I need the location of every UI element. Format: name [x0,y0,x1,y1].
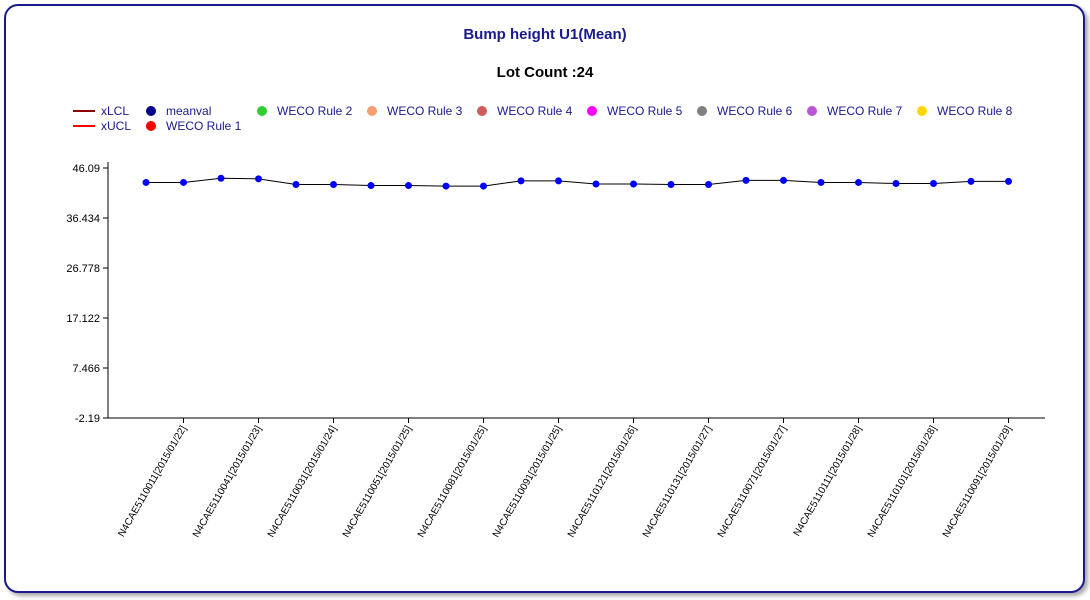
chart-panel [4,4,1085,593]
meanval-point [292,181,300,189]
meanval-point [255,175,262,183]
legend-item-weco-rule-8: WECO Rule 8 [917,104,1012,118]
legend-label: WECO Rule 4 [497,104,573,118]
x-tick-label: N4CAE5110031[2015/01/24] [266,424,339,540]
meanval-point [555,177,562,185]
meanval-point [930,179,937,187]
legend-swatch [146,106,156,116]
meanval-point [480,182,487,190]
y-tick-label: 7.466 [72,363,100,375]
meanval-point [517,177,525,185]
legend-item-weco-rule-7: WECO Rule 7 [807,104,902,118]
legend-item-weco-rule-2: WECO Rule 2 [257,104,352,118]
x-tick-label: N4CAE5110071[2015/01/27] [716,424,789,540]
legend-label: meanval [166,104,212,118]
meanval-point [330,181,337,189]
legend-swatch [146,121,156,131]
meanval-line [146,177,1009,187]
x-tick-label: N4CAE5110101[2015/01/28] [866,424,939,540]
legend-swatch [477,106,487,116]
meanval-point [667,181,675,189]
meanval-point [442,182,450,190]
legend-swatch [917,106,927,116]
x-tick-label: N4CAE5110041[2015/01/23] [191,424,264,540]
x-tick-label: N4CAE5110131[2015/01/27] [641,424,714,540]
meanval-point [892,179,900,187]
legend-label: WECO Rule 5 [607,104,683,118]
legend-swatch [807,106,817,116]
meanval-point [1005,177,1012,185]
legend-label: WECO Rule 8 [937,104,1013,118]
y-tick-label: 17.122 [66,313,100,325]
meanval-point [817,178,825,186]
legend-item-weco-rule-1: WECO Rule 1 [146,119,241,133]
meanval-point [592,180,600,188]
meanval-point [742,176,750,184]
x-tick-label: N4CAE5110111[2015/01/28] [792,424,864,539]
legend-item-weco-rule-4: WECO Rule 4 [477,104,572,118]
legend-item-xucl: xUCL [73,119,131,133]
legend-label: WECO Rule 2 [277,104,353,118]
x-tick-label: N4CAE5110081[2015/01/25] [416,424,489,540]
y-tick-label: 26.778 [66,263,100,275]
y-tick-label: 36.434 [66,213,100,225]
legend-item-weco-rule-3: WECO Rule 3 [367,104,462,118]
legend-label: xUCL [101,119,132,133]
legend-label: WECO Rule 7 [827,104,903,118]
legend-item-meanval: meanval [146,104,211,118]
meanval-point [142,178,150,186]
legend-swatch [697,106,707,116]
x-tick-label: N4CAE5110091[2015/01/25] [491,424,564,540]
x-tick-label: N4CAE5110091[2015/01/29] [941,424,1014,540]
legend-swatch [367,106,377,116]
legend-swatch [73,110,95,112]
legend-label: WECO Rule 6 [717,104,793,118]
legend-swatch [73,125,95,127]
legend-label: WECO Rule 3 [387,104,463,118]
x-tick-label: N4CAE5110011[2015/01/22] [116,424,189,539]
meanval-point [855,178,862,186]
meanval-point [630,180,637,188]
legend-item-weco-rule-6: WECO Rule 6 [697,104,792,118]
meanval-point [217,174,225,182]
legend-swatch [257,106,267,116]
y-tick-label: -2.19 [75,413,100,425]
meanval-point [405,182,412,190]
meanval-point [367,182,375,190]
meanval-point [967,177,975,185]
meanval-point [705,181,712,189]
meanval-point [780,176,787,184]
y-tick-label: 46.09 [72,163,100,175]
x-tick-label: N4CAE5110051[2015/01/25] [341,424,414,540]
meanval-point [180,178,187,186]
chart-title: Bump height U1(Mean) [463,26,627,43]
legend-swatch [587,106,597,116]
legend-item-xlcl: xLCL [73,104,129,118]
x-tick-label: N4CAE5110121[2015/01/26] [566,424,639,540]
legend-item-weco-rule-5: WECO Rule 5 [587,104,682,118]
legend-label: WECO Rule 1 [166,119,242,133]
chart-legend: xLCL xUCL meanval WECO Rule 1 WECO Rule 2 WEC… [0,0,1090,140]
legend-label: xLCL [101,104,130,118]
chart-subtitle: Lot Count :24 [496,64,594,81]
